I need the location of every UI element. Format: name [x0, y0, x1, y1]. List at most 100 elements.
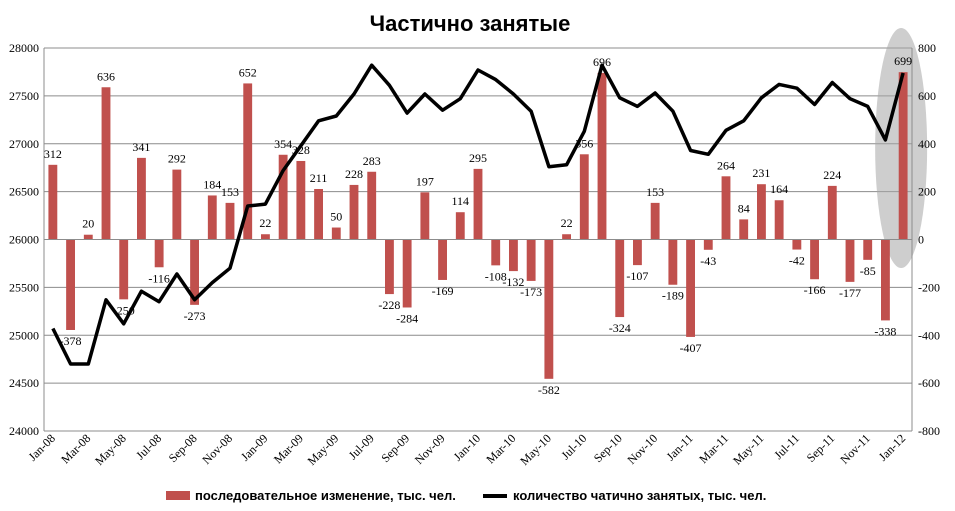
bar [154, 239, 164, 268]
left-tick-label: 24000 [9, 424, 39, 438]
line-path [51, 63, 905, 366]
bar-data-label: -284 [396, 311, 418, 325]
right-tick-label: 600 [918, 89, 936, 103]
bar [190, 239, 199, 305]
bar [703, 239, 713, 250]
line-series [51, 63, 905, 366]
x-tick-label: Mar-10 [483, 431, 518, 466]
bar [207, 195, 217, 240]
bar [473, 168, 483, 240]
bar [863, 239, 873, 260]
bar-data-label: 84 [738, 201, 750, 215]
bar [172, 169, 182, 240]
right-tick-label: 200 [918, 185, 936, 199]
bar [66, 239, 75, 330]
bar-data-label: -116 [148, 271, 170, 285]
bar-data-label: 22 [561, 216, 573, 230]
legend-label-line: количество чатично занятых, тыс. чел. [513, 488, 766, 503]
bar-data-label: 699 [894, 54, 912, 68]
bar-data-label: 164 [770, 182, 788, 196]
data-labels: 312-37820636-250341-116292-2731841536522… [44, 54, 912, 397]
right-tick-label: -600 [918, 376, 940, 390]
x-tick-label: Nov-11 [837, 431, 873, 467]
bar [420, 192, 430, 240]
x-tick-label: Jul-11 [771, 431, 802, 462]
left-tick-label: 28000 [9, 41, 39, 55]
bar [650, 202, 660, 240]
x-tick-label: Jul-09 [346, 431, 377, 462]
right-tick-label: -400 [918, 328, 940, 342]
bar-data-label: -378 [60, 334, 82, 348]
bar [668, 239, 678, 285]
left-axis-ticks: 24000 24500 25000 25500 26000 26500 27000 27500… [9, 41, 39, 438]
x-tick-label: May-09 [305, 431, 342, 468]
bar-data-label: -250 [113, 303, 135, 317]
left-tick-label: 26000 [9, 233, 39, 247]
bar [367, 171, 377, 240]
bar [792, 239, 802, 250]
legend: последовательное изменение, тыс. чел. ко… [166, 488, 766, 503]
bar [562, 234, 571, 240]
bar [686, 239, 695, 337]
bar-data-label: 283 [363, 154, 381, 168]
bar [774, 200, 784, 240]
x-tick-label: Jan-12 [876, 431, 909, 464]
bar [455, 212, 465, 240]
bar-data-label: -177 [839, 286, 861, 300]
left-tick-label: 26500 [9, 185, 39, 199]
bar-data-label: -132 [502, 275, 524, 289]
right-tick-label: -800 [918, 424, 940, 438]
bar [898, 72, 908, 240]
x-tick-label: Jan-10 [451, 431, 484, 464]
bar-data-label: -169 [432, 284, 454, 298]
x-tick-label: Sep-10 [591, 431, 625, 465]
x-tick-label: Mar-11 [696, 431, 731, 466]
bar [137, 157, 146, 240]
right-tick-label: -200 [918, 280, 940, 294]
bar [721, 176, 731, 240]
bar-data-label: -42 [789, 254, 805, 268]
x-tick-label: May-08 [92, 431, 129, 468]
bar [261, 234, 270, 240]
bar [83, 234, 93, 240]
bar-data-label: -407 [680, 341, 702, 355]
bar [810, 239, 819, 280]
legend-label-bars: последовательное изменение, тыс. чел. [195, 488, 456, 503]
bar [633, 239, 642, 266]
bar [544, 239, 554, 379]
bar [48, 164, 58, 240]
x-tick-label: Mar-08 [58, 431, 93, 466]
bar-data-label: -108 [485, 269, 507, 283]
bar [881, 239, 890, 321]
bar-data-label: 197 [416, 174, 434, 188]
x-tick-label: Nov-08 [199, 431, 235, 467]
bar-data-label: 264 [717, 158, 735, 172]
bar-data-label: -228 [378, 298, 400, 312]
bar [526, 239, 536, 281]
left-tick-label: 27000 [9, 137, 39, 151]
left-tick-label: 25000 [9, 328, 39, 342]
x-tick-label: Sep-11 [804, 431, 838, 465]
x-tick-label: Mar-09 [271, 431, 306, 466]
bar-data-label: 211 [310, 171, 328, 185]
x-tick-label: Jul-08 [133, 431, 164, 462]
bar [243, 83, 253, 240]
bar-data-label: 652 [239, 65, 257, 79]
x-tick-label: May-10 [517, 431, 554, 468]
bar-data-label: -173 [520, 285, 542, 299]
bar-data-label: -166 [804, 283, 826, 297]
bar [757, 184, 766, 240]
bar-data-label: 184 [203, 177, 221, 191]
bar-data-label: 114 [452, 194, 470, 208]
bar-data-label: 22 [259, 216, 271, 230]
bar-data-label: 295 [469, 151, 487, 165]
bar-data-label: 292 [168, 152, 186, 166]
bar [509, 239, 518, 272]
bar [827, 185, 837, 240]
right-tick-label: 0 [918, 233, 924, 247]
x-tick-label: Jan-11 [663, 431, 695, 463]
bar [349, 184, 359, 240]
bar-data-label: 696 [593, 55, 611, 69]
bar-data-label: -324 [609, 321, 631, 335]
